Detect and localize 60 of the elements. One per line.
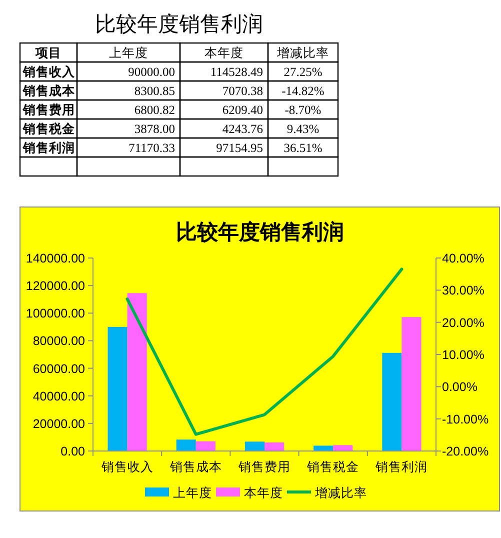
y-tick-label: 140000.00 <box>26 252 86 266</box>
y2-tick-label: -20.00% <box>442 444 489 458</box>
line-series <box>126 268 404 436</box>
y-tick-label: 40000.00 <box>32 389 86 404</box>
y2-tick-label: 10.00% <box>442 348 484 362</box>
y-tick-label: 100000.00 <box>26 306 86 321</box>
bar <box>127 293 147 451</box>
data-label: 6209.40 <box>222 103 263 117</box>
category-label: 销售税金 <box>22 121 75 136</box>
data-label: 6800.82 <box>134 103 175 117</box>
bar <box>402 317 422 451</box>
bar <box>244 442 264 451</box>
data-label: 71170.33 <box>128 141 175 155</box>
data-label: 114528.49 <box>210 65 263 79</box>
data-label: 4243.76 <box>222 122 263 136</box>
data-label: 7070.38 <box>222 84 263 98</box>
data-label: 9.43% <box>286 122 320 136</box>
y-tick-label: 0.00 <box>60 444 86 458</box>
data-label: 90000.00 <box>128 65 175 79</box>
x-tick-label: 销售费用 <box>238 460 290 474</box>
data-label: 8300.85 <box>134 84 175 98</box>
x-tick-label: 销售收入 <box>100 460 154 474</box>
y2-tick-label: 0.00% <box>442 380 478 394</box>
category-label: 销售收入 <box>22 64 76 79</box>
y-tick-label: 20000.00 <box>32 416 86 431</box>
y2-tick-label: -10.00% <box>442 412 489 426</box>
text: 增减比率 <box>277 46 329 60</box>
y2-tick-label: 30.00% <box>442 284 484 298</box>
y-tick-label: 80000.00 <box>32 334 86 348</box>
y-tick-label: 120000.00 <box>26 279 86 294</box>
y-tick-label: 60000.00 <box>32 362 86 376</box>
legend-label: 上年度 <box>173 485 212 500</box>
category-label: 销售利润 <box>22 140 75 155</box>
bar <box>314 446 334 451</box>
bar <box>196 441 216 451</box>
data-label: 3878.00 <box>134 122 175 136</box>
legend-label: 增减比率 <box>314 485 367 500</box>
x-tick-label: 销售成本 <box>168 460 222 474</box>
x-tick-label: 销售税金 <box>306 460 360 474</box>
category-label: 销售成本 <box>22 84 76 98</box>
data-label: 36.51% <box>284 141 322 155</box>
text: 比较年度销售利润 <box>95 13 263 36</box>
data-label: -14.82% <box>282 84 324 98</box>
data-label: 97154.95 <box>216 141 263 155</box>
y2-tick-label: 40.00% <box>442 252 484 266</box>
bar <box>108 326 128 451</box>
data-label: 27.25% <box>284 65 322 79</box>
x-tick-label: 销售利润 <box>374 460 428 474</box>
text: 本年度 <box>204 46 244 60</box>
y2-tick-label: 20.00% <box>442 316 484 330</box>
bar <box>176 440 196 451</box>
bar <box>382 352 402 451</box>
text: 项目 <box>36 46 62 60</box>
text: 上年度 <box>109 46 148 60</box>
legend-label: 本年度 <box>244 485 283 500</box>
data-label: -8.70% <box>284 103 322 117</box>
category-label: 销售费用 <box>22 103 75 117</box>
chart-title: 比较年度销售利润 <box>176 220 344 244</box>
bar <box>333 445 353 451</box>
bar <box>264 442 284 451</box>
